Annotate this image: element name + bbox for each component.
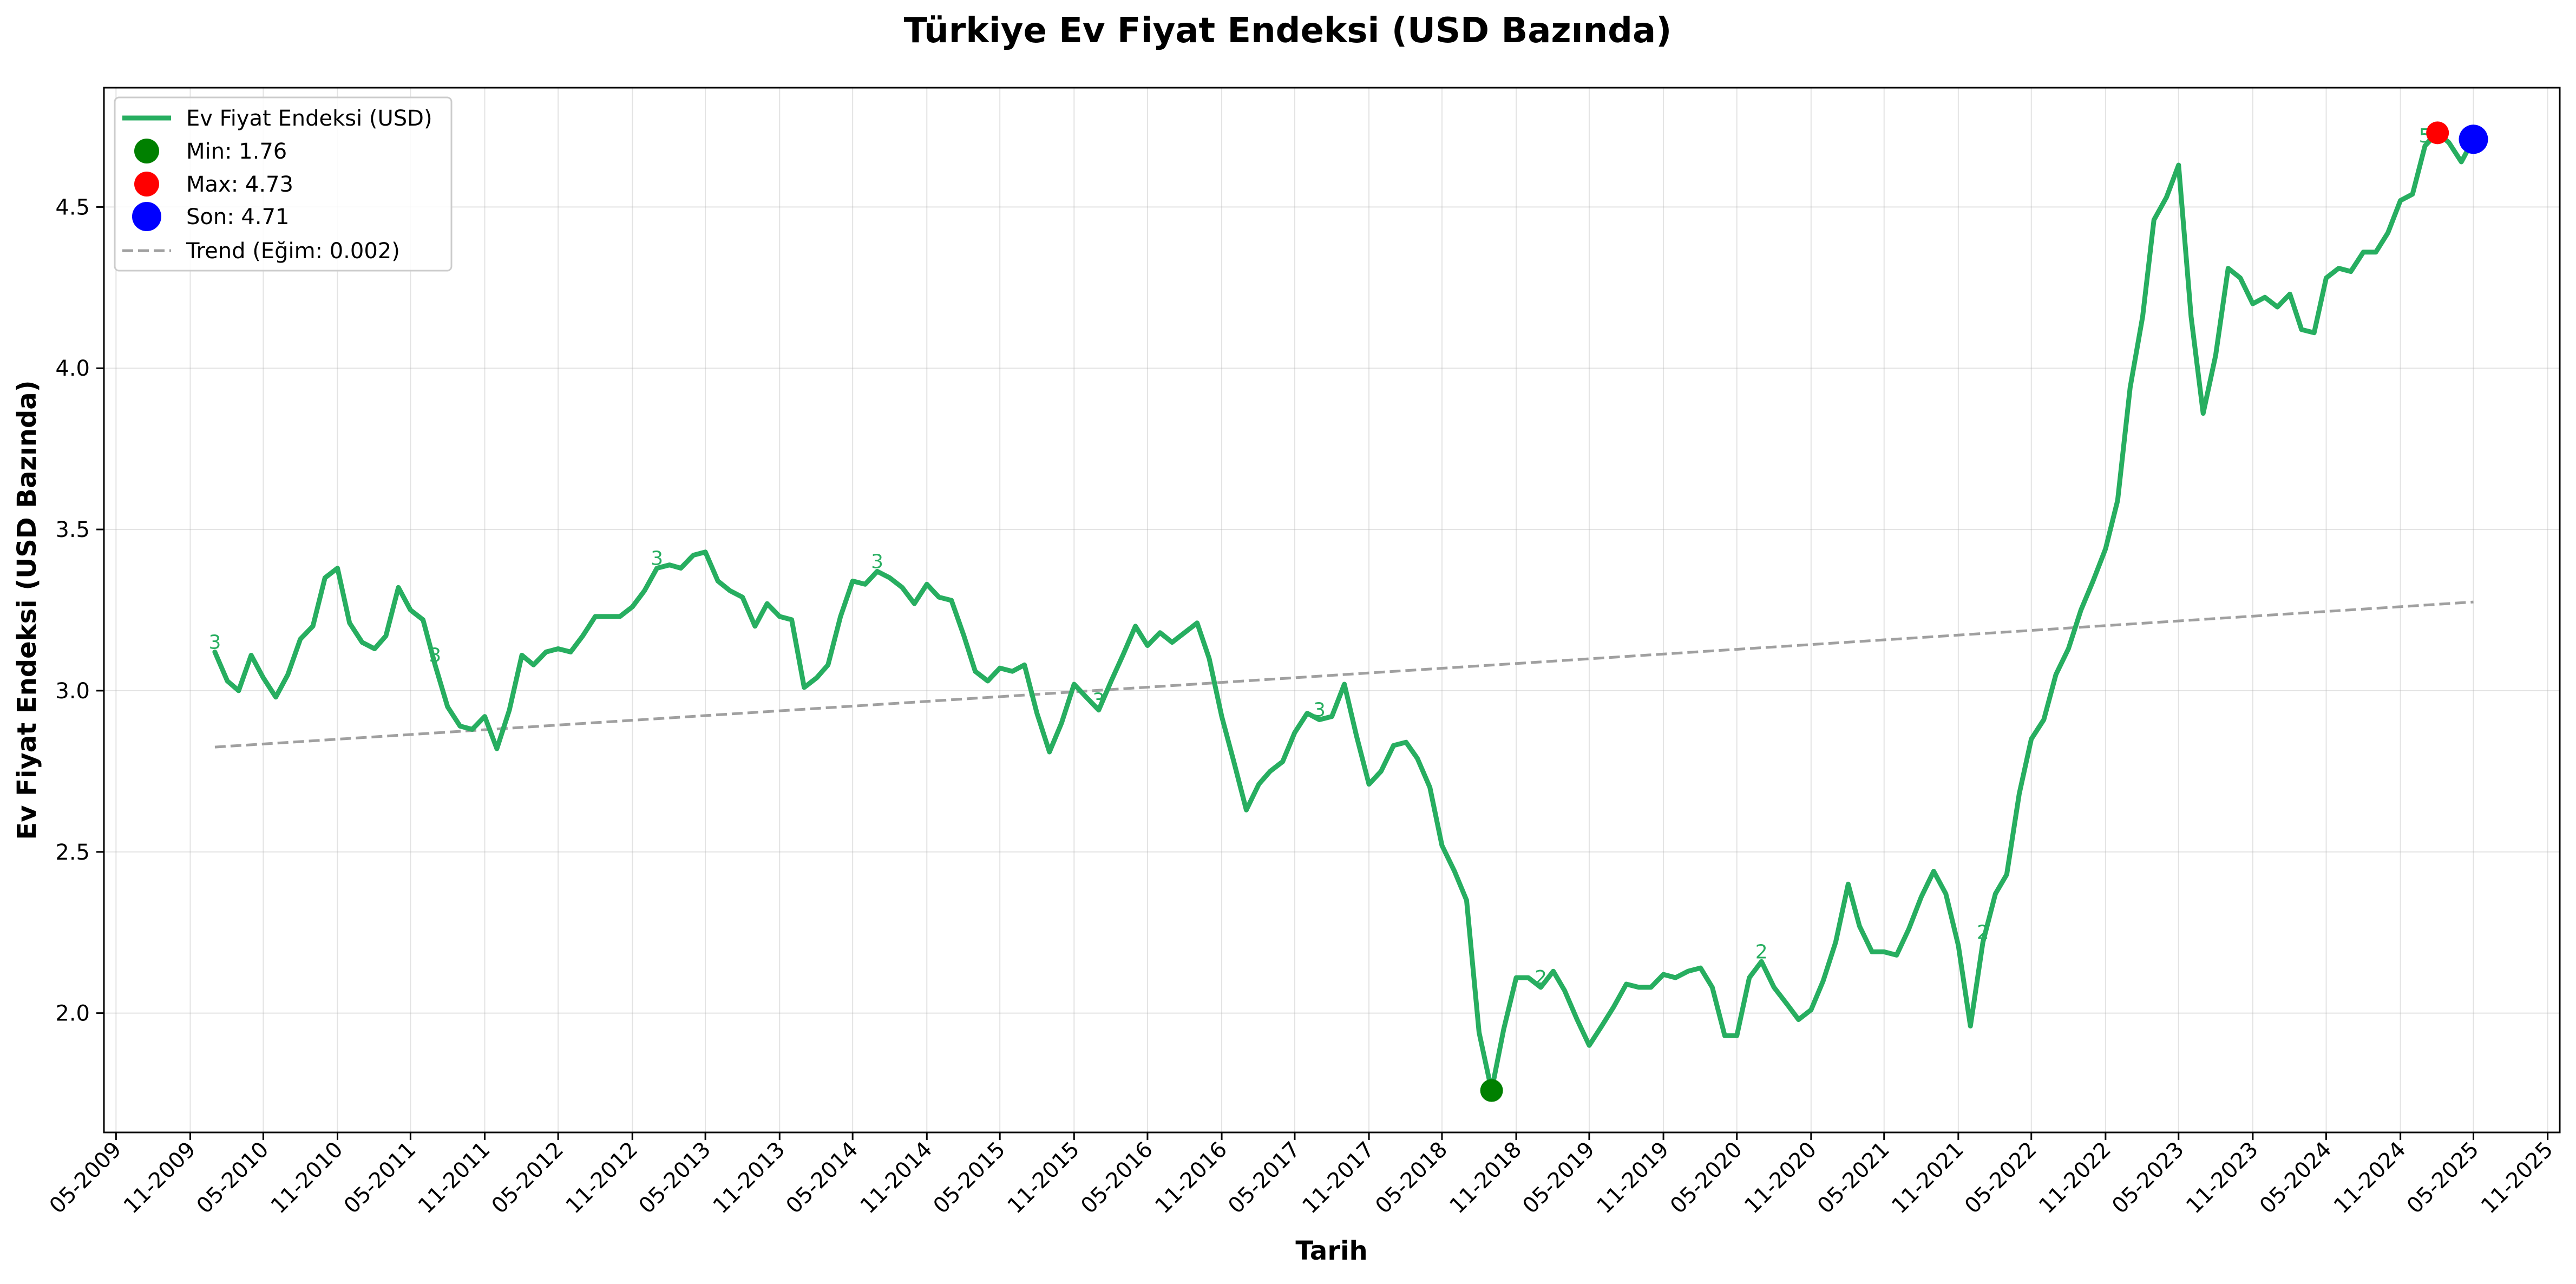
x-tick-label: 11-2009 [119, 1137, 201, 1219]
marker-point [1480, 1079, 1503, 1102]
legend-marker-swatch [134, 139, 159, 163]
y-tick-label: 2.0 [55, 1001, 90, 1026]
x-tick-label: 05-2019 [1518, 1137, 1600, 1219]
legend: Ev Fiyat Endeksi (USD) Min: 1.76 Max: 4.73… [114, 96, 453, 272]
x-axis-label: Tarih [1295, 1236, 1367, 1266]
data-label: 3 [651, 548, 663, 570]
data-label: 3 [1313, 699, 1326, 722]
x-tick-label: 11-2014 [856, 1137, 938, 1219]
x-tick-label: 11-2024 [2329, 1137, 2411, 1219]
x-tick-label: 11-2022 [2034, 1137, 2116, 1219]
marker-point [2426, 121, 2449, 145]
data-label: 3 [1092, 690, 1105, 712]
x-tick-label: 05-2016 [1076, 1137, 1158, 1219]
x-tick-label: 05-2013 [634, 1137, 716, 1219]
chart-title: Türkiye Ev Fiyat Endeksi (USD Bazında) [904, 11, 1672, 51]
x-tick-label: 11-2013 [709, 1137, 790, 1219]
x-tick-label: 11-2018 [1445, 1137, 1526, 1219]
legend-marker-swatch [134, 172, 159, 196]
x-tick-label: 05-2015 [929, 1137, 1011, 1219]
x-tick-label: 05-2023 [2107, 1137, 2189, 1219]
x-tick-label: 11-2019 [1592, 1137, 1674, 1219]
data-label: 3 [208, 631, 221, 653]
x-tick-label: 11-2025 [2476, 1137, 2558, 1219]
x-tick-label: 05-2025 [2402, 1137, 2484, 1219]
x-tick-label: 05-2020 [1666, 1137, 1747, 1219]
y-tick-label: 2.5 [55, 840, 90, 865]
x-tick-label: 05-2010 [192, 1137, 274, 1219]
x-tick-label: 11-2021 [1887, 1137, 1969, 1219]
data-label: 3 [871, 551, 883, 573]
x-tick-label: 05-2018 [1371, 1137, 1452, 1219]
data-label: 2 [1535, 967, 1547, 989]
y-tick-label: 3.5 [55, 517, 90, 542]
x-tick-label: 05-2014 [782, 1137, 863, 1219]
plot-area-frame [103, 87, 2561, 1134]
marker-layer [1480, 121, 2488, 1102]
y-tick-label: 3.0 [55, 679, 90, 704]
grid [104, 88, 2560, 1132]
legend-box [114, 96, 453, 272]
x-tick-label: 11-2016 [1150, 1137, 1232, 1219]
x-tick-label: 05-2009 [45, 1137, 127, 1219]
x-tick-label: 11-2017 [1297, 1137, 1379, 1219]
data-label: 2 [1755, 941, 1768, 963]
series-line [212, 130, 2476, 1093]
x-tick-label: 11-2011 [414, 1137, 495, 1219]
legend-series-label: Ev Fiyat Endeksi (USD) [186, 106, 432, 131]
data-label: 2 [1977, 922, 1989, 944]
y-tick-label: 4.5 [55, 195, 90, 220]
marker-point [2459, 125, 2488, 154]
trend-layer [214, 600, 2474, 749]
x-tick-label: 05-2022 [1960, 1137, 2042, 1219]
x-tick-label: 05-2017 [1223, 1137, 1305, 1219]
legend-marker-swatch [132, 202, 161, 231]
x-axis: 05-200911-200905-201011-201005-201111-20… [45, 1132, 2558, 1219]
x-tick-label: 05-2012 [487, 1137, 568, 1219]
legend-marker-label: Max: 4.73 [186, 172, 293, 197]
legend-trend-label: Trend (Eğim: 0.002) [186, 239, 400, 264]
x-tick-label: 11-2020 [1740, 1137, 1821, 1219]
legend-marker-label: Min: 1.76 [186, 139, 287, 164]
y-axis-label: Ev Fiyat Endeksi (USD Bazında) [12, 380, 42, 840]
x-tick-label: 11-2010 [266, 1137, 348, 1219]
legend-marker-label: Son: 4.71 [186, 205, 289, 230]
x-tick-label: 11-2012 [561, 1137, 643, 1219]
x-tick-label: 05-2021 [1813, 1137, 1895, 1219]
x-tick-label: 05-2011 [339, 1137, 421, 1219]
series-layer [212, 130, 2476, 1093]
y-tick-label: 4.0 [55, 356, 90, 381]
x-tick-label: 11-2023 [2181, 1137, 2263, 1219]
x-tick-label: 05-2024 [2255, 1137, 2337, 1219]
data-label: 3 [429, 644, 441, 666]
y-axis: 2.0 2.5 3.0 3.5 4.0 4.5 [55, 195, 104, 1026]
trend-line [214, 600, 2474, 749]
x-tick-label: 11-2015 [1003, 1137, 1085, 1219]
